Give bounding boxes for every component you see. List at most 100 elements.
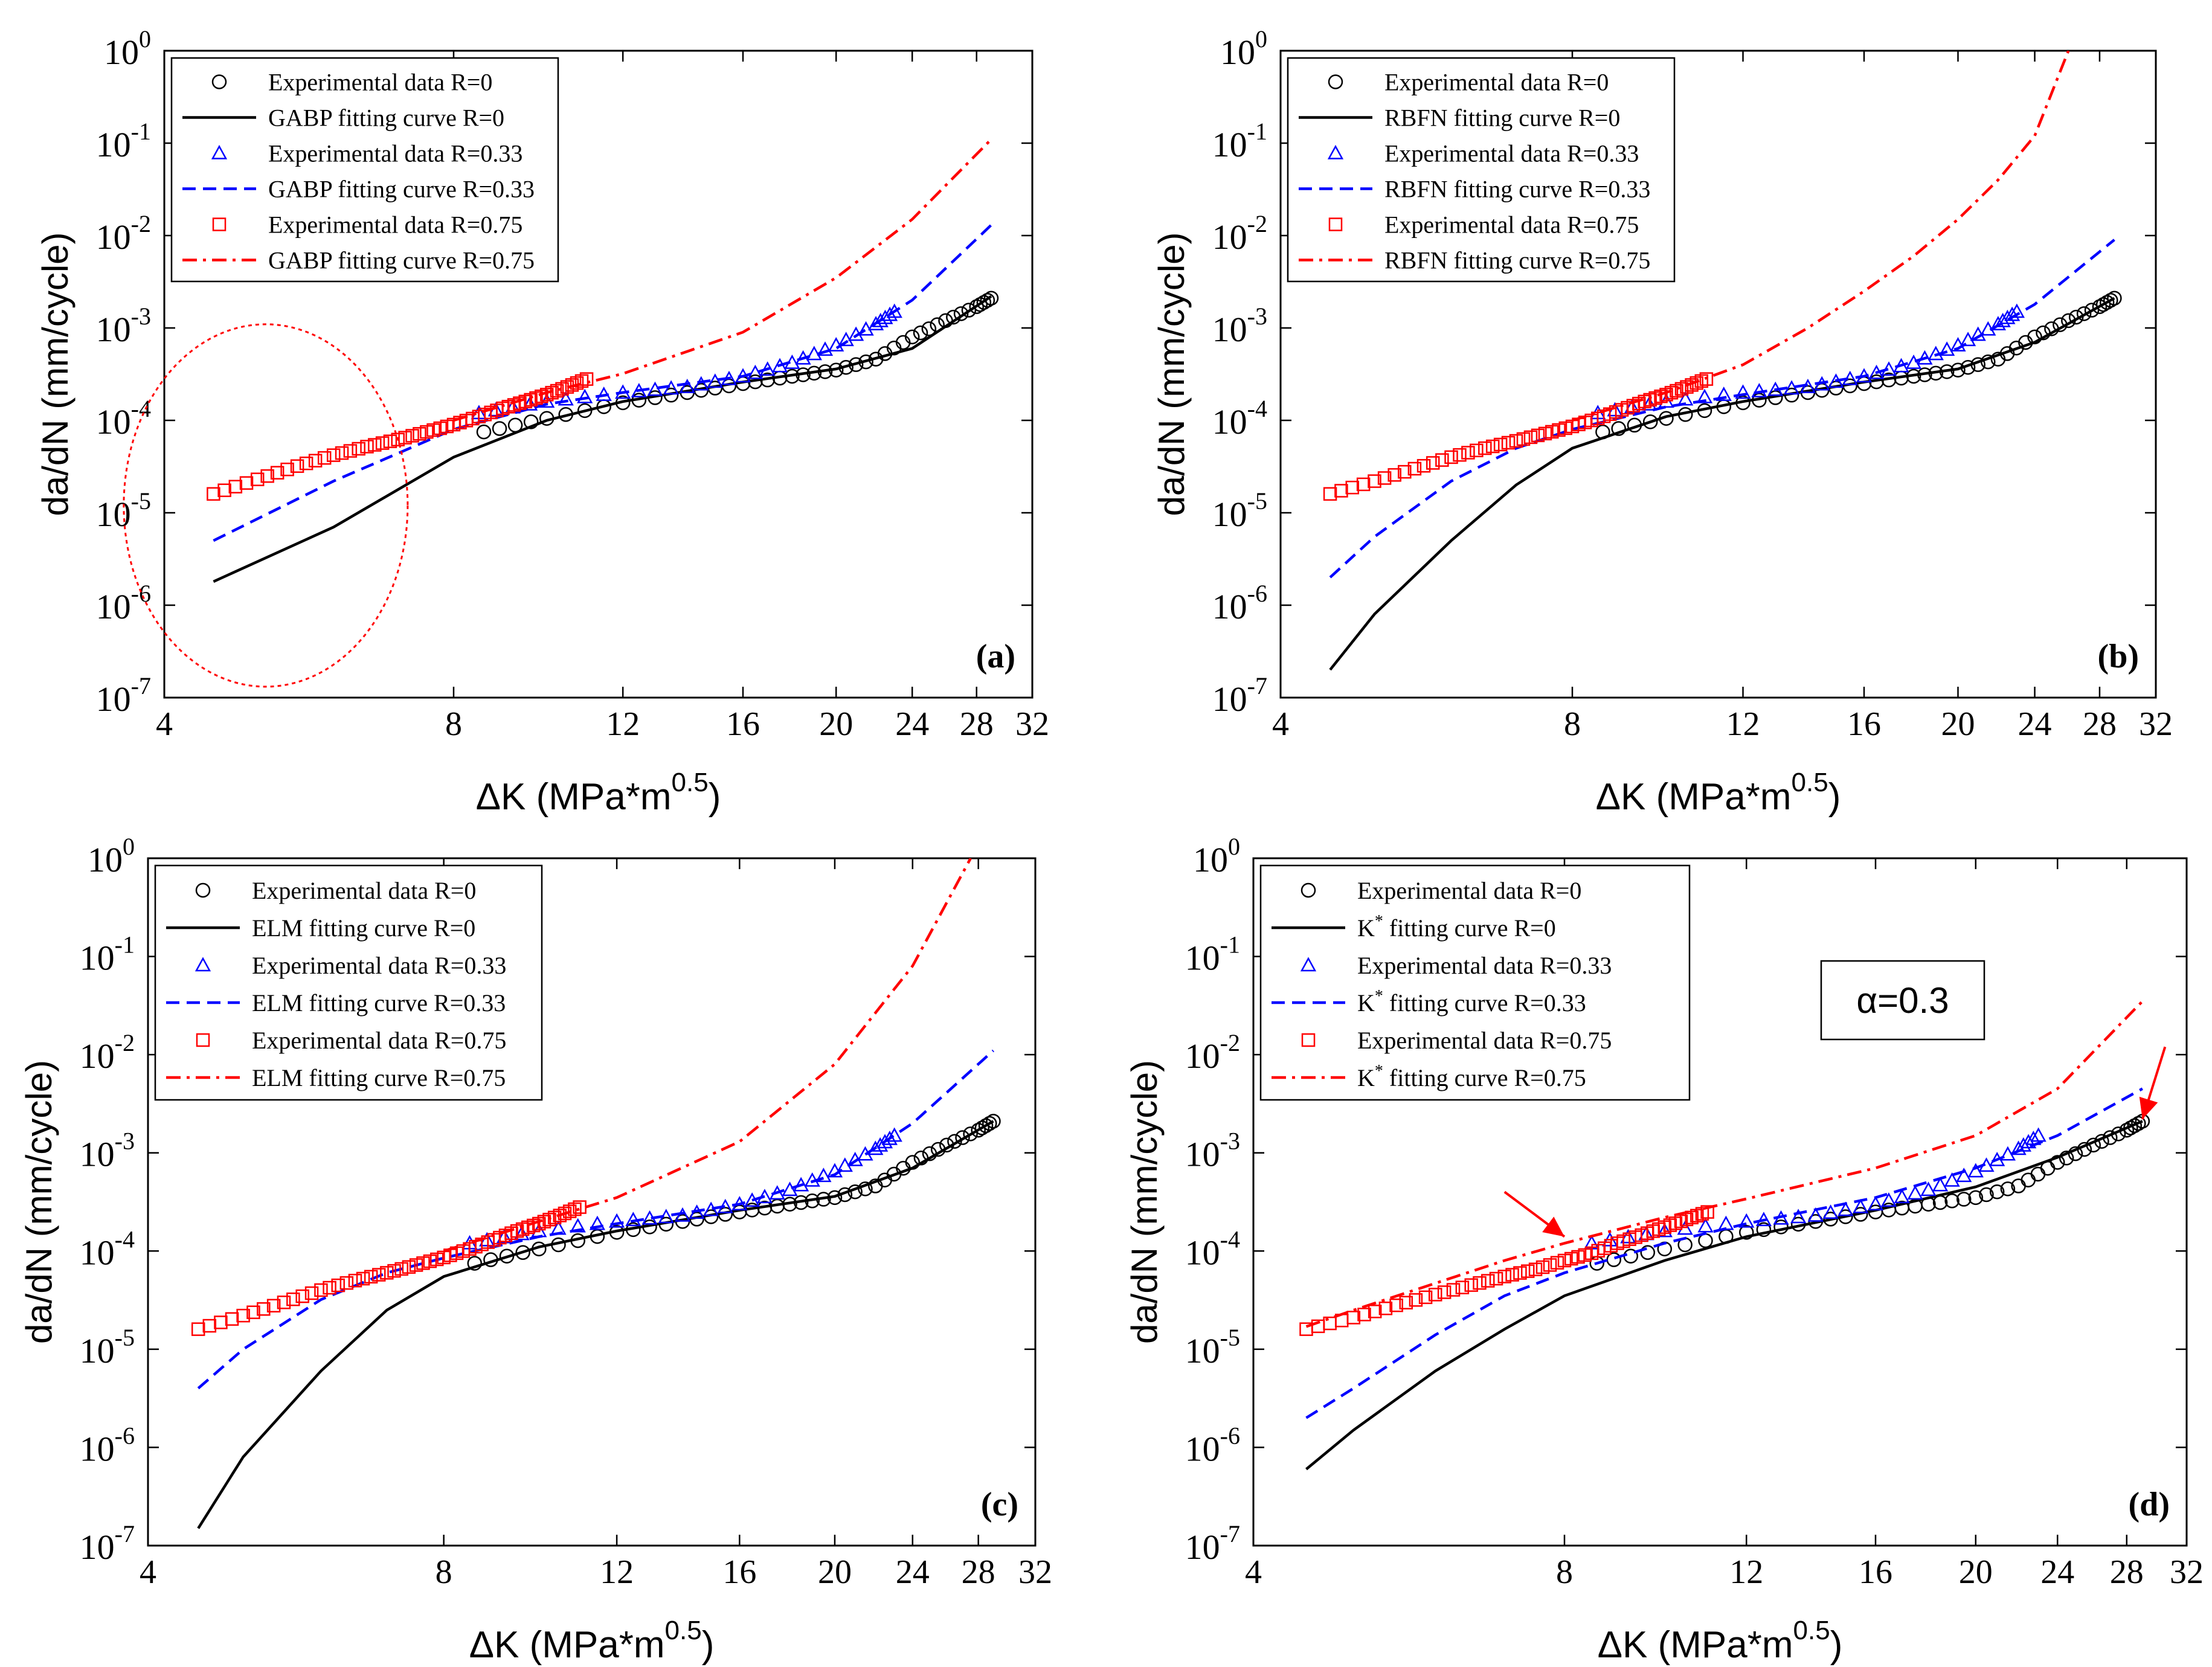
y-axis-label: da/dN (mm/cycle) bbox=[35, 232, 76, 516]
data-marker-square bbox=[1481, 1274, 1495, 1288]
x-tick-label: 12 bbox=[606, 705, 640, 743]
data-marker-square bbox=[405, 429, 419, 443]
data-marker-square bbox=[1535, 1260, 1550, 1274]
data-marker-triangle bbox=[647, 381, 663, 396]
data-marker-circle bbox=[913, 325, 928, 341]
legend-label: Experimental data R=0.75 bbox=[1357, 1027, 1612, 1054]
data-marker-square bbox=[326, 448, 341, 462]
data-marker-circle bbox=[1968, 1190, 1984, 1206]
series-group bbox=[1299, 1000, 2150, 1471]
data-marker-square bbox=[1426, 456, 1440, 470]
data-marker-triangle bbox=[1738, 1213, 1755, 1228]
x-tick-label: 16 bbox=[1847, 705, 1881, 743]
data-marker-circle bbox=[1642, 414, 1658, 429]
x-tick-label: 24 bbox=[896, 1553, 930, 1591]
data-marker-square bbox=[1334, 484, 1348, 498]
series-line bbox=[1329, 239, 2115, 579]
data-marker-square bbox=[308, 454, 323, 467]
data-marker-square bbox=[1435, 453, 1449, 467]
arrow-head bbox=[2139, 1096, 2158, 1120]
panel-label: (a) bbox=[976, 638, 1015, 675]
y-tick-label: 100 bbox=[88, 833, 135, 879]
data-marker-triangle bbox=[1715, 387, 1732, 401]
data-marker-triangle bbox=[1907, 1185, 1923, 1200]
data-marker-square bbox=[212, 217, 227, 231]
data-marker-triangle bbox=[1905, 355, 1922, 369]
data-marker-square bbox=[568, 1202, 582, 1216]
data-marker-triangle bbox=[1932, 1177, 1949, 1192]
legend-label: ELM fitting curve R=0.75 bbox=[252, 1064, 506, 1091]
data-marker-circle bbox=[980, 292, 995, 308]
data-marker-square bbox=[1409, 1293, 1423, 1307]
series-line bbox=[197, 1049, 995, 1390]
data-marker-square bbox=[1543, 1258, 1557, 1272]
data-marker-circle bbox=[515, 1245, 530, 1261]
data-marker-square bbox=[371, 1268, 386, 1282]
x-tick-label: 4 bbox=[140, 1553, 156, 1591]
y-axis-label: da/dN (mm/cycle) bbox=[1151, 232, 1192, 516]
data-marker-triangle bbox=[577, 388, 593, 403]
x-tick-label: 28 bbox=[960, 705, 994, 743]
data-marker-circle bbox=[1611, 421, 1626, 436]
arrow-head bbox=[1542, 1216, 1564, 1237]
x-tick-label: 28 bbox=[962, 1553, 995, 1591]
data-marker-square bbox=[375, 436, 390, 450]
data-marker-square bbox=[1493, 437, 1508, 452]
data-marker-square bbox=[555, 382, 569, 396]
data-marker-square bbox=[1357, 1308, 1371, 1322]
data-marker-circle bbox=[1606, 1252, 1621, 1267]
data-marker-circle bbox=[1944, 1193, 1960, 1209]
data-marker-circle bbox=[955, 1130, 970, 1145]
data-marker-triangle bbox=[1822, 1204, 1839, 1219]
data-marker-square bbox=[1407, 461, 1422, 476]
legend-label: Experimental data R=0 bbox=[1357, 877, 1581, 904]
x-axis-label: ΔK (MPa*m0.5) bbox=[1598, 1616, 1843, 1666]
data-marker-square bbox=[1368, 474, 1381, 488]
legend-box bbox=[170, 57, 559, 283]
y-tick-label: 10-6 bbox=[96, 580, 151, 626]
data-marker-square bbox=[394, 1262, 408, 1276]
legend-label: RBFN fitting curve R=0.33 bbox=[1384, 176, 1650, 203]
legend-label: Experimental data R=0.33 bbox=[1357, 952, 1612, 979]
series-group bbox=[191, 858, 1001, 1529]
x-tick-label: 16 bbox=[722, 1553, 756, 1591]
plot-frame bbox=[1279, 50, 2157, 699]
data-marker-square bbox=[1478, 441, 1492, 455]
data-marker-square bbox=[1523, 430, 1538, 445]
data-marker-circle bbox=[467, 1256, 483, 1271]
legend-label: Experimental data R=0.33 bbox=[252, 952, 506, 979]
data-marker-square bbox=[1356, 477, 1371, 492]
data-marker-triangle bbox=[1327, 144, 1344, 159]
y-tick-label: 10-4 bbox=[1185, 1225, 1240, 1272]
legend-box bbox=[1287, 57, 1676, 283]
data-marker-circle bbox=[1989, 1184, 2005, 1200]
data-marker-circle bbox=[976, 295, 992, 310]
y-tick-label: 10-2 bbox=[1185, 1029, 1240, 1076]
data-marker-square bbox=[217, 483, 231, 497]
data-marker-square bbox=[1437, 1285, 1452, 1299]
panel-d: 4 8 12 16 20 24 28 32 100 10-1 10-2 10-3 10-4 10-5 10-… bbox=[1124, 833, 2204, 1666]
legend-label: K* fitting curve R=0.33 bbox=[1357, 987, 1586, 1017]
data-marker-square bbox=[579, 372, 594, 386]
data-marker-square bbox=[1398, 464, 1412, 479]
data-marker-square bbox=[225, 1312, 239, 1326]
data-marker-triangle bbox=[558, 391, 574, 406]
y-tick-label: 10-2 bbox=[1212, 210, 1267, 257]
x-tick-label: 20 bbox=[819, 705, 853, 743]
legend-label: Experimental data R=0 bbox=[252, 877, 476, 904]
legend-label: K* fitting curve R=0 bbox=[1357, 912, 1556, 942]
data-marker-square bbox=[1489, 1271, 1503, 1286]
x-axis-label: ΔK (MPa*m0.5) bbox=[476, 768, 721, 818]
data-marker-square bbox=[277, 1296, 291, 1309]
y-tick-label: 10-5 bbox=[80, 1324, 135, 1370]
data-marker-triangle bbox=[1300, 957, 1317, 972]
plot-frame bbox=[147, 857, 1037, 1547]
legend-label: GABP fitting curve R=0 bbox=[268, 104, 504, 132]
data-marker-triangle bbox=[496, 1229, 513, 1244]
data-marker-circle bbox=[921, 321, 937, 336]
y-tick-label: 10-6 bbox=[1212, 580, 1267, 626]
data-marker-triangle bbox=[1807, 1207, 1824, 1222]
data-marker-square bbox=[1578, 1248, 1592, 1262]
y-tick-label: 10-4 bbox=[80, 1225, 135, 1272]
y-tick-label: 10-5 bbox=[1212, 487, 1267, 534]
